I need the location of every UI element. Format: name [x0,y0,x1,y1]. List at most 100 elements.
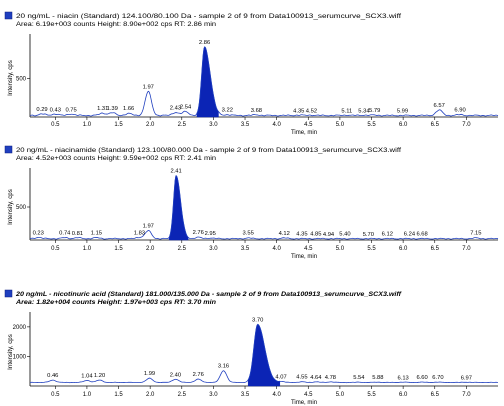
x-tick-label: 6.0 [399,392,408,398]
peak-label: 3.70 [252,317,263,323]
chart-panel-2: 20 ng/mL - niacinamide (Standard) 123.10… [4,145,499,260]
peak-label: 5.54 [353,375,365,381]
peak-label: 6.12 [382,231,393,237]
peak-label: 0.74 [59,231,71,237]
x-tick-label: 2.5 [178,122,187,128]
peak-label: 1.39 [107,106,118,112]
peak-label: 3.68 [251,108,262,114]
peak-label: 4.35 [293,108,304,114]
peak-label: 5.79 [369,108,380,114]
x-tick-label: 1.5 [114,122,123,128]
x-tick-label: 3.5 [241,122,250,128]
peak-label: 6.24 [404,232,416,238]
y-axis-label: Intensity, cps [7,60,14,96]
peak-label: 1.04 [81,373,93,379]
chart-panel-1: 20 ng/mL - niacin (Standard) 124.100/80.… [4,11,499,136]
peak-label: 1.66 [123,106,134,112]
peak-label: 6.68 [416,231,427,237]
x-tick-label: 4.0 [272,122,281,128]
peak-label: 1.31 [97,106,108,112]
peak-label: 4.78 [325,375,336,381]
peak-label: 5.34 [358,108,370,114]
peak-label: 4.07 [275,374,286,380]
peak-label: 2.54 [180,104,192,110]
x-axis-label: Time, min [291,400,317,406]
y-tick-label: 2000 [13,325,27,331]
chromatogram-trace [29,46,499,117]
peak-label: 5.40 [339,232,350,238]
x-tick-label: 4.0 [272,246,281,252]
peak-label: 0.43 [50,107,61,113]
peak-label: 1.97 [143,224,154,230]
peak-label: 1.15 [91,230,102,236]
peak-label: 4.52 [306,108,317,114]
x-axis-label: Time, min [291,130,317,136]
peak-label: 6.13 [397,375,408,381]
x-tick-label: 2.5 [178,392,187,398]
y-tick-label: 1000 [13,354,27,360]
x-tick-label: 7.0 [462,122,471,128]
peak-label: 4.64 [310,375,322,381]
x-tick-label: 3.5 [241,246,250,252]
x-tick-label: 2.5 [178,246,187,252]
peak-label: 2.43 [170,106,181,112]
peak-label: 3.16 [218,364,229,370]
chart-subtitle: Area: 6.19e+003 counts Height: 8.90e+002… [16,21,217,28]
panel-icon [4,145,13,154]
chart-title: 20 ng/mL - niacinamide (Standard) 123.10… [16,147,401,154]
peak-label: 4.55 [296,375,307,381]
chart-subtitle: Area: 4.52e+003 counts Height: 9.59e+002… [16,155,217,162]
peak-label: 3.55 [243,231,254,237]
peak-label: 3.22 [222,108,233,114]
x-tick-label: 7.0 [462,392,471,398]
peak-label: 6.57 [434,103,445,109]
peak-label: 5.11 [341,109,352,115]
x-tick-label: 1.0 [83,246,92,252]
x-tick-label: 0.5 [51,246,60,252]
peak-label: 1.99 [144,371,155,377]
x-tick-label: 5.5 [367,122,376,128]
x-tick-label: 6.5 [431,122,440,128]
x-tick-label: 6.0 [399,122,408,128]
chart-title: 20 ng/mL - niacin (Standard) 124.100/80.… [16,13,401,20]
x-tick-label: 3.0 [209,392,218,398]
peak-label: 0.81 [72,231,83,237]
x-tick-label: 0.5 [51,392,60,398]
y-tick-label: 500 [16,77,27,83]
chromatogram-trace [29,175,499,240]
chromatogram-trace [29,323,499,384]
x-tick-label: 6.0 [399,246,408,252]
x-tick-label: 2.0 [146,122,155,128]
peak-label: 0.46 [47,373,58,379]
x-tick-label: 5.5 [367,392,376,398]
y-tick-label: 500 [16,205,27,211]
peak-label: 4.94 [323,232,335,238]
chart-panel-3: 20 ng/mL - nicotinuric acid (Standard) 1… [4,289,499,406]
peak-label: 6.70 [432,375,443,381]
peak-label: 2.86 [199,40,210,46]
panel-icon [4,11,13,20]
x-tick-label: 4.5 [304,246,313,252]
x-tick-label: 6.5 [431,392,440,398]
y-axis-label: Intensity, cps [7,334,14,370]
x-tick-label: 3.0 [209,122,218,128]
x-tick-label: 4.5 [304,122,313,128]
x-tick-label: 5.0 [336,392,345,398]
peak-label: 5.99 [397,109,408,115]
chart-subtitle: Area: 1.82e+004 counts Height: 1.97e+003… [15,299,216,306]
x-tick-label: 6.5 [431,246,440,252]
chart-title: 20 ng/mL - nicotinuric acid (Standard) 1… [15,291,402,298]
x-axis-label: Time, min [291,254,317,260]
peak-label: 1.20 [94,373,105,379]
x-tick-label: 5.5 [367,246,376,252]
peak-label: 5.88 [372,375,383,381]
peak-label: 2.95 [205,231,216,237]
x-tick-label: 2.0 [146,246,155,252]
x-tick-label: 3.5 [241,392,250,398]
peak-label: 2.76 [193,230,204,236]
x-tick-label: 4.5 [304,392,313,398]
peak-label: 6.60 [416,375,427,381]
x-tick-label: 1.0 [83,122,92,128]
x-tick-label: 4.0 [272,392,281,398]
